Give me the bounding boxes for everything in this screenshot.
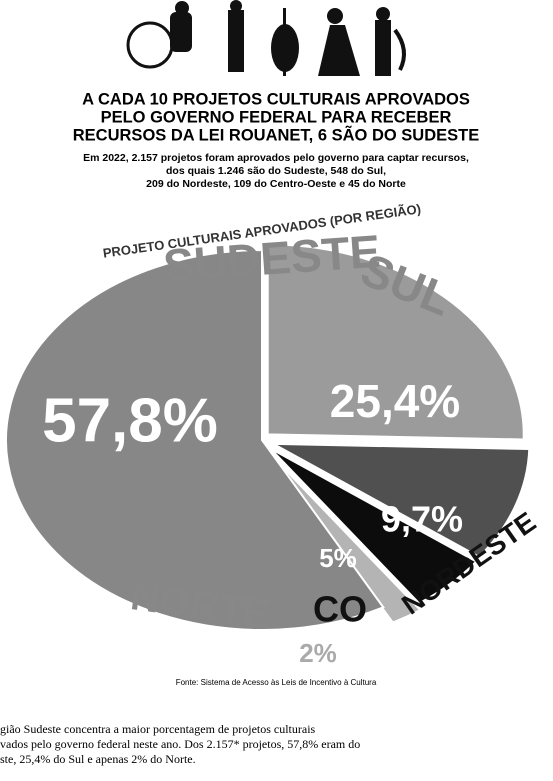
value-label: 2% bbox=[299, 638, 337, 668]
subtitle-line: Em 2022, 2.157 projetos foram aprovados … bbox=[83, 152, 469, 164]
musicians-illustration bbox=[128, 0, 404, 76]
value-label: 5% bbox=[319, 543, 357, 573]
value-label: 57,8% bbox=[42, 386, 218, 455]
caption-line: gião Sudeste concentra a maior porcentag… bbox=[0, 722, 316, 736]
caption-line: ste, 25,4% do Sul e apenas 2% do Norte. bbox=[0, 752, 196, 766]
subtitle-line: dos quais 1.246 são do Sudeste, 548 do S… bbox=[166, 165, 386, 177]
title-line: RECURSOS DA LEI ROUANET, 6 SÃO DO SUDEST… bbox=[73, 124, 479, 144]
pie: 25,4%SUL9,7%NORDESTE5%CO2%NORTE57,8%SUDE… bbox=[6, 225, 541, 668]
value-label: 9,7% bbox=[381, 499, 463, 540]
title-line: PELO GOVERNO FEDERAL PARA RECEBER bbox=[101, 108, 452, 126]
category-label: CO bbox=[313, 589, 367, 630]
title-line: A CADA 10 PROJETOS CULTURAIS APROVADOS bbox=[82, 90, 470, 108]
caption-line: vados pelo governo federal neste ano. Do… bbox=[0, 737, 360, 751]
infographic: A CADA 10 PROJETOS CULTURAIS APROVADOS P… bbox=[0, 0, 553, 781]
subtitle-line: 209 do Nordeste, 109 do Centro-Oeste e 4… bbox=[146, 178, 406, 190]
source: Fonte: Sistema de Acesso às Leis de Ince… bbox=[176, 678, 377, 687]
value-label: 25,4% bbox=[330, 375, 460, 427]
